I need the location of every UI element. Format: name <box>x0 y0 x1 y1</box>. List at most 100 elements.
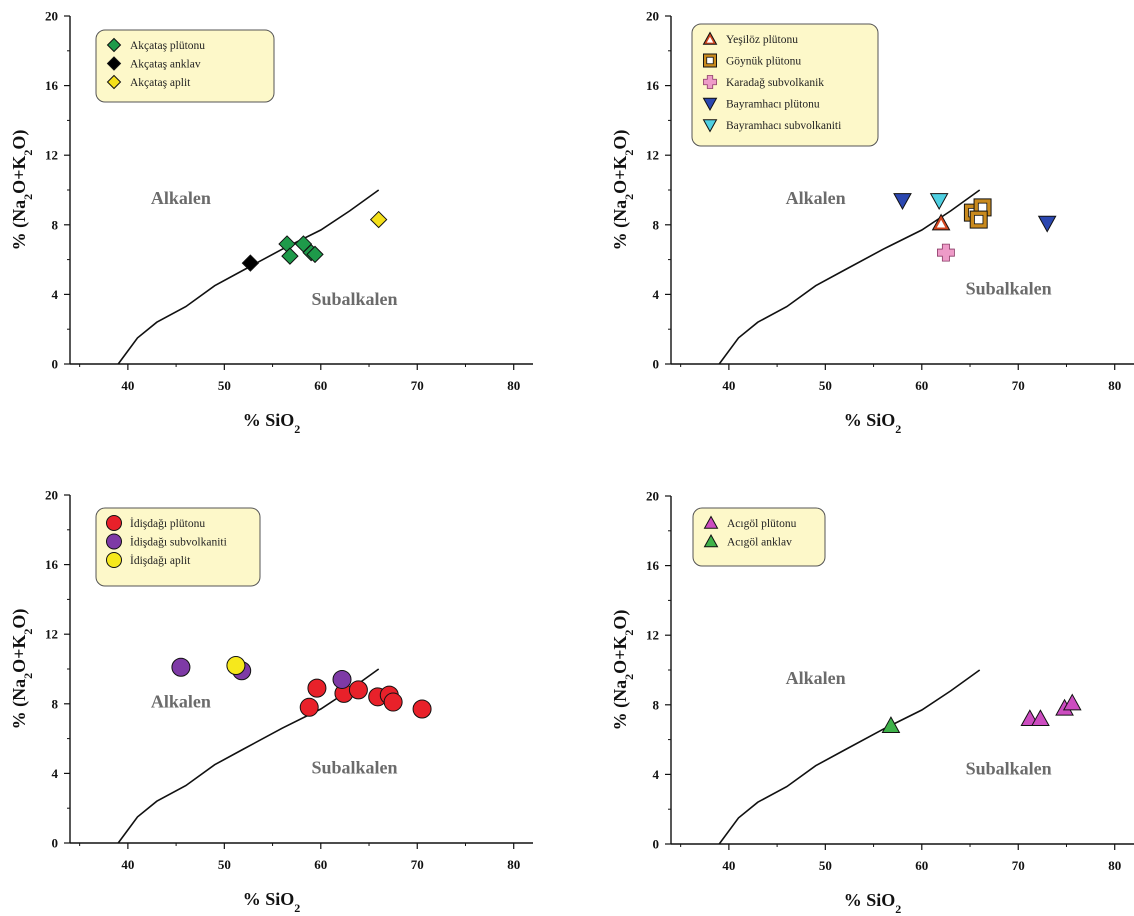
legend-marker <box>106 37 122 53</box>
y-tick-label: 16 <box>646 78 660 93</box>
y-tick-label: 16 <box>646 558 660 573</box>
y-tick-label: 8 <box>52 217 59 232</box>
y-tick-label: 4 <box>653 767 660 782</box>
y-tick-label: 16 <box>45 78 59 93</box>
data-point <box>171 657 191 677</box>
x-axis-title: % SiO2 <box>844 410 902 436</box>
legend-marker <box>106 56 122 71</box>
x-axis-title: % SiO2 <box>844 890 902 916</box>
region-label-alkalen: Alkalen <box>786 188 846 208</box>
chart-panel-2: 0 4 8 12 16 20 40 50 60 70 80 % SiO2 % (Na2O+K2O) Alk… <box>610 9 1134 436</box>
x-tick-label: 40 <box>722 378 735 393</box>
region-label-alkalen: Alkalen <box>151 188 211 208</box>
alkaline-subalkaline-boundary <box>117 189 380 365</box>
x-tick-label: 40 <box>121 378 134 393</box>
y-tick-label: 8 <box>653 697 660 712</box>
legend-marker <box>703 75 717 89</box>
legend-marker <box>703 515 719 529</box>
data-point <box>931 213 951 231</box>
y-tick-label: 4 <box>52 287 59 302</box>
legend-label: Bayramhacı subvolkaniti <box>726 120 841 132</box>
legend: İdişdağı plütonu İdişdağı subvolkaniti İdi… <box>95 507 261 587</box>
legend-marker <box>106 74 122 90</box>
legend-box <box>95 29 275 103</box>
data-point <box>969 210 988 229</box>
y-axis-title: % (Na2O+K2O) <box>9 130 35 251</box>
y-tick-label: 0 <box>52 836 59 851</box>
data-point <box>383 692 403 712</box>
legend-box <box>692 507 826 567</box>
legend-label: Bayramhacı plütonu <box>726 99 820 111</box>
series-2 <box>241 254 260 272</box>
chart-panel-1: 0 4 8 12 16 20 40 50 60 70 80 % SiO2 % (Na2O+K2O) Alk… <box>9 9 533 436</box>
data-point <box>281 247 299 265</box>
data-point <box>893 193 912 210</box>
data-point <box>937 243 955 262</box>
region-label-subalkalen: Subalkalen <box>966 278 1052 298</box>
series-1 <box>1020 693 1082 727</box>
y-tick-label: 20 <box>45 488 58 503</box>
y-tick-label: 20 <box>45 9 58 24</box>
region-label-subalkalen: Subalkalen <box>312 757 398 777</box>
x-tick-label: 50 <box>218 857 231 872</box>
legend-marker <box>702 119 718 133</box>
x-tick-label: 60 <box>915 858 928 873</box>
series-1 <box>931 213 951 231</box>
legend-marker <box>702 31 718 45</box>
data-point <box>1037 215 1057 233</box>
legend-label: Akçataş aplit <box>130 77 191 89</box>
y-tick-label: 0 <box>653 837 660 852</box>
series-1 <box>278 235 324 265</box>
region-label-subalkalen: Subalkalen <box>312 289 398 309</box>
series-1 <box>299 678 432 719</box>
x-tick-label: 80 <box>507 378 520 393</box>
x-tick-label: 80 <box>1108 858 1121 873</box>
x-tick-label: 70 <box>411 857 424 872</box>
chart-panel-3: 0 4 8 12 16 20 40 50 60 70 80 % SiO2 % (Na2O+K2O) Alk… <box>9 488 533 915</box>
data-point <box>348 680 368 700</box>
data-point <box>299 697 319 717</box>
data-point <box>241 254 260 272</box>
legend: Yeşilöz plütonu Göynük plütonu Karadağ sub… <box>691 23 879 147</box>
x-tick-label: 80 <box>1108 378 1121 393</box>
legend-label: Göynük plütonu <box>726 56 801 68</box>
legend-box <box>691 23 879 147</box>
data-point <box>1062 693 1082 711</box>
legend-label: Yeşilöz plütonu <box>726 34 798 46</box>
alkaline-subalkaline-boundary <box>718 669 981 845</box>
legend-marker <box>703 533 719 548</box>
series-5 <box>929 193 949 210</box>
data-point <box>332 669 352 689</box>
x-tick-label: 50 <box>819 858 832 873</box>
legend-marker <box>702 97 718 112</box>
x-tick-label: 60 <box>915 378 928 393</box>
data-point <box>369 210 388 229</box>
data-point <box>1031 709 1050 727</box>
y-axis-title: % (Na2O+K2O) <box>610 130 636 251</box>
data-point <box>306 245 324 264</box>
x-tick-label: 70 <box>411 378 424 393</box>
y-tick-label: 12 <box>45 627 58 642</box>
data-point <box>412 699 432 719</box>
y-tick-label: 4 <box>52 766 59 781</box>
legend-marker <box>106 533 122 550</box>
x-tick-label: 70 <box>1012 378 1025 393</box>
y-tick-label: 12 <box>45 148 58 163</box>
x-tick-label: 60 <box>314 857 327 872</box>
x-tick-label: 60 <box>314 378 327 393</box>
data-point <box>929 193 949 210</box>
y-tick-label: 8 <box>653 217 660 232</box>
x-tick-label: 70 <box>1012 858 1025 873</box>
x-tick-label: 50 <box>218 378 231 393</box>
data-point <box>226 656 246 676</box>
legend-box <box>95 507 261 587</box>
series-3 <box>937 243 955 262</box>
region-label-alkalen: Alkalen <box>786 668 846 688</box>
legend-label: Acıgöl plütonu <box>727 518 797 530</box>
legend-label: İdişdağı plütonu <box>130 516 205 530</box>
y-tick-label: 0 <box>653 357 660 372</box>
y-axis-title: % (Na2O+K2O) <box>610 610 636 731</box>
chart-panel-4: 0 4 8 12 16 20 40 50 60 70 80 % SiO2 % (Na2O+K2O) Alk… <box>610 489 1134 916</box>
legend: Acıgöl plütonu Acıgöl anklav <box>692 507 826 567</box>
